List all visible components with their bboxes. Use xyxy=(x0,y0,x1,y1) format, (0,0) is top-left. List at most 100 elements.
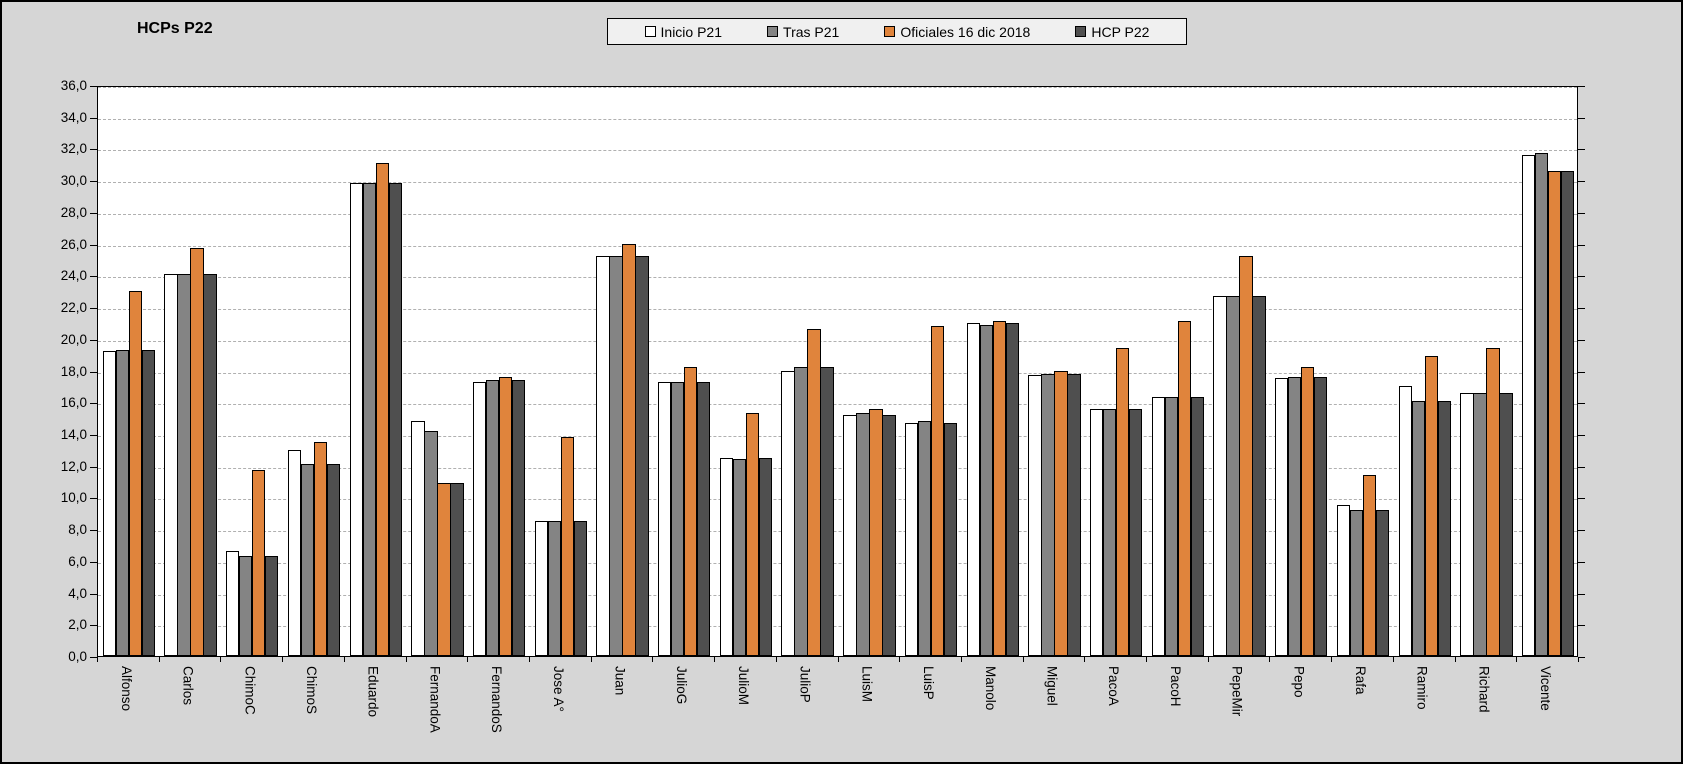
bar xyxy=(485,380,500,656)
y-axis-label: 14,0 xyxy=(60,426,87,442)
gridline xyxy=(98,499,1577,501)
y-axis-label: 36,0 xyxy=(60,78,87,93)
gridline xyxy=(98,340,1577,342)
legend-item-inicio-p21: Inicio P21 xyxy=(644,24,722,40)
bar xyxy=(671,381,685,656)
bar xyxy=(573,521,587,656)
x-axis-label: Jose A° xyxy=(550,666,566,712)
bar xyxy=(498,376,513,656)
bar xyxy=(362,183,376,656)
y-axis-tick xyxy=(90,530,97,532)
y-axis-tick xyxy=(90,212,97,214)
bar xyxy=(992,321,1006,656)
gridline xyxy=(98,435,1577,437)
y-axis-tick-right xyxy=(1578,403,1585,405)
y-axis-label: 20,0 xyxy=(60,331,87,347)
y-axis-tick-right xyxy=(1578,498,1585,500)
y-axis-tick xyxy=(90,181,97,183)
x-axis-tick xyxy=(158,657,160,662)
bar xyxy=(287,449,302,656)
bar xyxy=(1349,510,1364,656)
bar xyxy=(1041,373,1055,656)
bar xyxy=(1473,392,1487,656)
x-axis-tick xyxy=(652,657,654,662)
y-axis-tick xyxy=(90,657,97,658)
bar xyxy=(190,248,204,656)
x-axis-tick xyxy=(960,657,962,662)
y-axis-tick-right xyxy=(1578,149,1585,151)
bar xyxy=(1090,408,1104,656)
bar xyxy=(203,273,217,656)
bar xyxy=(1213,295,1227,656)
x-axis-label: JulioG xyxy=(674,666,690,705)
x-axis-tick xyxy=(1022,657,1024,662)
x-axis-label: PepeMir xyxy=(1229,666,1245,717)
bar xyxy=(781,370,795,656)
x-axis-tick xyxy=(1269,657,1271,662)
bar xyxy=(375,162,389,656)
bar xyxy=(164,273,178,656)
x-axis-label: ChimoS xyxy=(303,666,319,715)
x-axis-label: Ramiro xyxy=(1414,666,1430,710)
bar xyxy=(1398,386,1412,656)
y-axis-label: 26,0 xyxy=(60,236,87,252)
bar xyxy=(820,367,834,656)
y-axis-tick-right xyxy=(1578,117,1585,119)
y-axis-tick-right xyxy=(1578,625,1585,627)
gridline xyxy=(98,404,1577,406)
bar xyxy=(1226,295,1240,656)
x-axis-tick xyxy=(1084,657,1086,662)
bar xyxy=(794,367,808,656)
legend-item-oficiales: Oficiales 16 dic 2018 xyxy=(884,24,1030,40)
bar xyxy=(226,551,240,656)
gridline xyxy=(98,626,1577,628)
bar xyxy=(843,414,857,656)
gridline xyxy=(98,372,1577,374)
bar xyxy=(684,367,698,656)
y-axis-tick xyxy=(90,244,97,246)
gridline xyxy=(98,182,1577,184)
y-axis-label: 32,0 xyxy=(60,141,87,157)
x-axis-label: Miguel xyxy=(1044,666,1060,706)
bar xyxy=(1164,397,1179,656)
gridline xyxy=(98,277,1577,279)
bar xyxy=(1499,392,1513,656)
y-axis-tick-right xyxy=(1578,371,1585,373)
y-axis-label: 22,0 xyxy=(60,300,87,316)
bar xyxy=(450,483,464,656)
bar xyxy=(265,556,279,656)
x-axis-label: Vicente xyxy=(1538,666,1554,711)
bar xyxy=(609,256,623,656)
bar xyxy=(1288,376,1302,656)
legend-label: Oficiales 16 dic 2018 xyxy=(900,23,1031,40)
bar xyxy=(128,291,142,656)
x-axis-tick xyxy=(590,657,592,662)
bar xyxy=(745,413,760,656)
y-axis-tick xyxy=(90,371,97,373)
x-axis-tick xyxy=(775,657,777,662)
y-axis-tick xyxy=(90,117,97,119)
y-axis-tick-right xyxy=(1578,181,1585,183)
y-axis-tick xyxy=(90,593,97,595)
bar xyxy=(115,349,129,656)
x-axis-label: JulioM xyxy=(735,666,751,706)
bar xyxy=(719,457,734,656)
y-axis-tick-right xyxy=(1578,593,1585,595)
bar xyxy=(349,183,363,656)
y-axis-tick-right xyxy=(1578,86,1585,87)
x-axis-label: Pepo xyxy=(1291,666,1307,698)
gridline xyxy=(98,467,1577,469)
y-axis-tick xyxy=(90,149,97,151)
bar xyxy=(1534,153,1549,656)
bar xyxy=(1190,397,1205,656)
bar xyxy=(635,256,649,656)
x-axis-tick xyxy=(1207,657,1209,662)
bar xyxy=(966,322,980,656)
gridline xyxy=(98,87,1577,88)
x-axis-tick xyxy=(282,657,284,662)
x-axis-label: JulioP xyxy=(797,666,813,703)
x-axis-tick xyxy=(467,657,469,662)
y-axis-tick-right xyxy=(1578,212,1585,214)
bar xyxy=(252,470,266,656)
x-axis-label: Eduardo xyxy=(365,666,381,718)
